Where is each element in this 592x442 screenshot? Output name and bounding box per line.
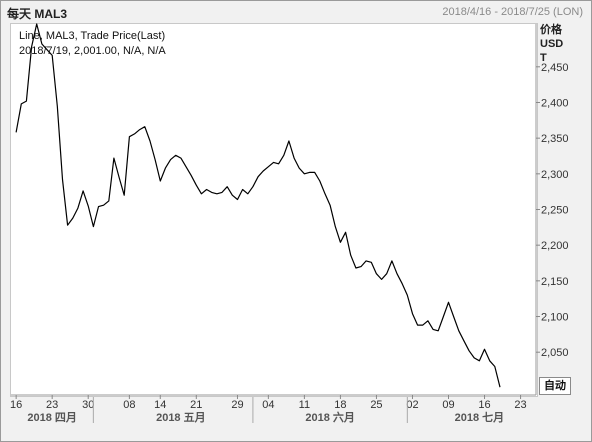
y-tick-label: 2,300	[541, 169, 569, 181]
month-label: 2018 五月	[156, 411, 206, 424]
y-tick-label: 2,250	[541, 205, 569, 217]
x-tick-label: 25	[370, 399, 382, 411]
y-axis-label-currency: USD	[540, 38, 564, 50]
y-tick-label: 2,100	[541, 312, 569, 324]
y-axis-label-unit: T	[540, 52, 547, 64]
x-tick-label: 23	[46, 399, 58, 411]
chart-title: 每天 MAL3	[7, 7, 68, 21]
x-tick-label: 02	[406, 399, 418, 411]
y-tick-label: 2,350	[541, 133, 569, 145]
series-info: Line, MAL3, Trade Price(Last) 2018/7/19,…	[19, 29, 166, 59]
x-tick-label: 14	[154, 399, 166, 411]
y-tick-label: 2,050	[541, 347, 569, 359]
date-range: 2018/4/16 - 2018/7/25 (LON)	[442, 6, 583, 18]
x-tick-label: 08	[123, 399, 135, 411]
y-tick-label: 2,150	[541, 276, 569, 288]
y-axis-label: 价格 USD T	[540, 23, 563, 65]
x-tick-label: 18	[334, 399, 346, 411]
x-tick-label: 30	[82, 399, 94, 411]
y-tick-label: 2,450	[541, 62, 569, 74]
x-tick-label: 16	[10, 399, 22, 411]
x-tick-label: 16	[478, 399, 490, 411]
auto-scale-button[interactable]: 自动	[539, 377, 571, 395]
x-tick-label: 21	[190, 399, 202, 411]
x-tick-label: 09	[442, 399, 454, 411]
price-series-line	[15, 23, 501, 388]
month-label: 2018 六月	[305, 410, 355, 424]
month-label: 2018 四月	[27, 411, 77, 424]
y-tick-label: 2,400	[541, 97, 569, 109]
y-axis-label-price: 价格	[540, 24, 562, 36]
x-tick-label: 04	[262, 399, 274, 411]
series-description: Line, MAL3, Trade Price(Last)	[19, 30, 166, 42]
x-tick-label: 23	[514, 399, 526, 411]
x-tick-label: 11	[299, 399, 310, 411]
series-readout: 2018/7/19, 2,001.00, N/A, N/A	[19, 45, 166, 57]
x-tick-label: 29	[231, 399, 243, 411]
y-tick-label: 2,200	[541, 240, 569, 252]
month-label: 2018 七月	[455, 410, 505, 424]
